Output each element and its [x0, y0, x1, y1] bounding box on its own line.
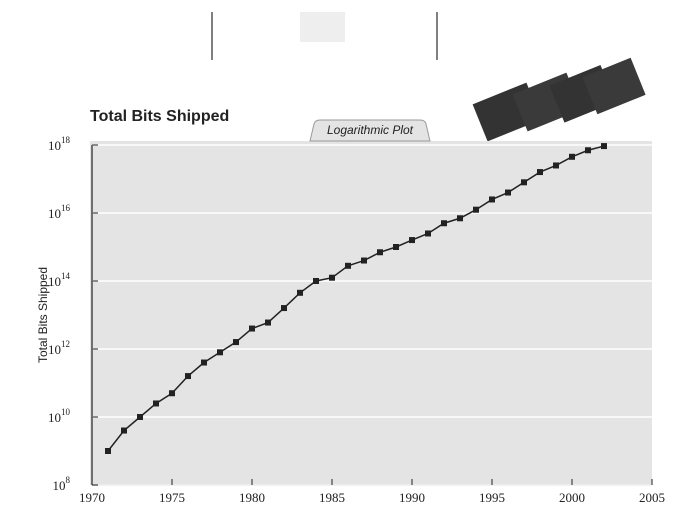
data-point: [217, 349, 223, 356]
data-point: [153, 400, 159, 407]
y-tick-base: 10: [48, 342, 61, 357]
y-tick-base: 10: [53, 478, 66, 493]
x-tick-label: 1975: [159, 490, 185, 505]
data-point: [249, 325, 255, 332]
y-tick-label: 1012: [48, 339, 70, 357]
data-point: [137, 414, 143, 420]
header-decoration: [211, 12, 438, 60]
y-tick-base: 10: [48, 206, 61, 221]
data-point: [521, 179, 527, 186]
x-tick-label: 2005: [639, 490, 665, 505]
data-point: [505, 189, 511, 196]
plot-background: [90, 141, 652, 485]
data-point: [441, 220, 447, 227]
data-point: [537, 169, 543, 176]
data-point: [313, 278, 319, 284]
y-tick-label: 1016: [48, 203, 71, 221]
data-point: [585, 147, 591, 154]
y-tick-exponent: 18: [61, 135, 71, 145]
x-tick-label: 1970: [79, 490, 105, 505]
data-point: [473, 206, 479, 213]
data-point: [489, 196, 495, 203]
data-point: [201, 359, 207, 366]
data-point: [345, 262, 351, 269]
data-point: [297, 289, 303, 296]
data-point: [393, 244, 399, 250]
chart-title: Total Bits Shipped: [90, 108, 229, 125]
y-tick-exponent: 16: [61, 203, 71, 213]
y-tick-base: 10: [48, 410, 61, 425]
data-point: [425, 230, 431, 237]
chip-images: [472, 57, 646, 142]
data-point: [105, 448, 111, 454]
y-tick-exponent: 12: [61, 339, 70, 349]
data-point: [377, 249, 383, 256]
data-point: [233, 339, 239, 346]
y-tick-base: 10: [48, 138, 61, 153]
data-point: [457, 215, 463, 222]
x-tick-label: 1985: [319, 490, 345, 505]
y-tick-exponent: 14: [61, 271, 71, 281]
x-tick-label: 1980: [239, 490, 265, 505]
y-tick-exponent: 8: [66, 475, 71, 485]
y-tick-label: 108: [53, 475, 71, 493]
y-tick-exponent: 10: [61, 407, 71, 417]
data-point: [121, 427, 127, 434]
data-point: [361, 257, 367, 264]
data-point: [185, 373, 191, 380]
data-point: [553, 162, 559, 169]
data-point: [601, 143, 607, 150]
y-axis-label: Total Bits Shipped: [36, 267, 50, 363]
y-tick-label: 1014: [48, 271, 71, 289]
data-point: [329, 274, 335, 281]
y-tick-base: 10: [48, 274, 61, 289]
data-point: [409, 237, 415, 244]
y-tick-label: 1010: [48, 407, 71, 425]
x-tick-label: 1995: [479, 490, 505, 505]
x-tick-label: 1990: [399, 490, 425, 505]
chart-subtitle: Logarithmic Plot: [327, 123, 414, 137]
data-point: [265, 319, 271, 326]
subtitle-tab: [309, 119, 431, 142]
y-tick-label: 1018: [48, 135, 71, 153]
data-point: [569, 153, 575, 160]
data-point: [169, 390, 175, 397]
data-point: [281, 305, 287, 312]
x-tick-label: 2000: [559, 490, 585, 505]
